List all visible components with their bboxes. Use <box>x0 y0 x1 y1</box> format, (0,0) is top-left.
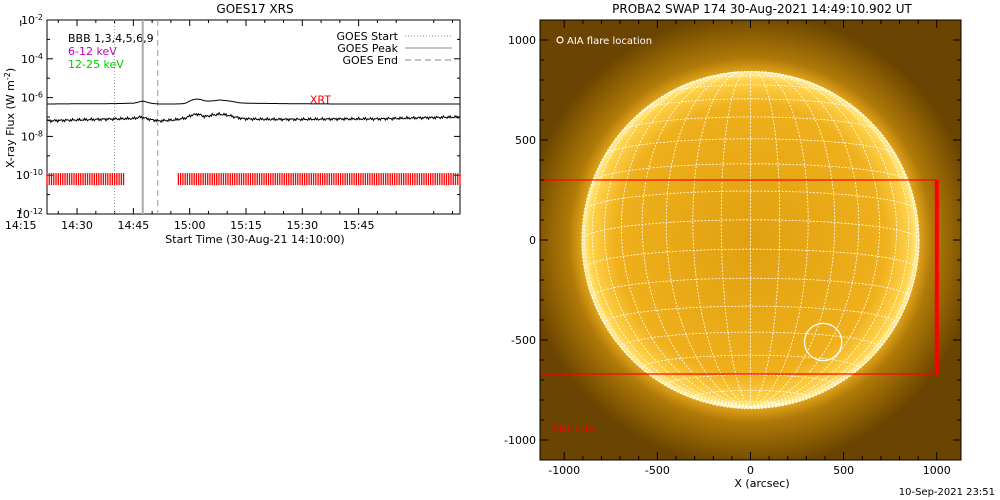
longitude-line <box>750 71 860 408</box>
latitude-line <box>584 190 917 211</box>
longitude-line <box>620 73 751 408</box>
goes-y-axis-label: X-ray Flux (W m-2) <box>3 68 17 168</box>
goes-y-tick-exponent: -12 <box>30 207 43 216</box>
longitude-line <box>750 71 836 408</box>
goes-y-tick-exponent: -6 <box>35 91 43 100</box>
longitude-line <box>750 71 809 408</box>
goes-y-axis-label-close: ) <box>4 68 17 72</box>
swap-y-tick-label: 0 <box>529 234 536 247</box>
swap-y-tick-labels: 1000 500 0 -500 -1000 <box>504 34 536 447</box>
longitude-line <box>665 71 751 408</box>
goes-y-tick-base: 10 <box>21 14 35 27</box>
goes-event-markers <box>114 20 159 214</box>
latitude-line <box>621 116 880 132</box>
longitude-line <box>584 102 751 408</box>
goes-flux-series-1 <box>47 98 460 105</box>
goes-y-tick-exponent: -4 <box>35 52 43 61</box>
latitude-line <box>696 75 805 81</box>
goes-y-tick-base: 10 <box>21 92 35 105</box>
xrt-fov-right-edge <box>934 180 939 374</box>
latitude-line <box>604 305 897 324</box>
latitude-line <box>581 219 920 241</box>
goes-y-tick-label: 10-2 <box>21 13 43 27</box>
goes-y-tick-label: 10-4 <box>21 52 43 66</box>
xrt-series-label: XRT <box>310 94 331 107</box>
longitude-line <box>692 71 751 408</box>
goes-y-tick-exponent: -10 <box>30 168 43 177</box>
swap-image-chart: PROBA2 SWAP 174 30-Aug-2021 14:49:10.902… <box>504 2 962 490</box>
goes-flux-series-2 <box>46 111 461 124</box>
goes-x-tick-label: 15:15 <box>230 219 262 232</box>
goes-legend-label: GOES End <box>342 54 398 67</box>
swap-x-tick-label: -500 <box>645 464 670 477</box>
goes-y-tick-base: 10 <box>16 169 30 182</box>
latitude-line <box>692 390 809 398</box>
flare-legend-symbol <box>556 36 564 44</box>
goes-x-tick-label: 15:30 <box>286 219 318 232</box>
goes-x-tick-label: 14:15 <box>5 219 37 232</box>
latitude-line <box>591 163 910 183</box>
heliographic-grid <box>581 70 920 410</box>
goes-y-tick-label: 10-8 <box>21 129 43 143</box>
goes-energy-label: 6-12 keV <box>68 45 117 58</box>
goes-chart-title: GOES17 XRS <box>216 2 293 16</box>
swap-y-tick-label: -1000 <box>504 434 536 447</box>
xrt-coverage-bars <box>46 173 461 186</box>
xrt-fov-label: XRT FOV <box>552 424 595 435</box>
solar-limb <box>581 70 920 410</box>
goes-y-tick-base: 10 <box>21 53 35 66</box>
goes-y-axis-label-sup: -2 <box>3 72 12 80</box>
goes-series-group <box>46 98 461 124</box>
longitude-line <box>591 80 751 408</box>
flare-legend-label: AIA flare location <box>567 36 652 47</box>
latitude-line <box>605 138 896 155</box>
longitude-line <box>750 80 910 408</box>
goes-y-tick-label: 10-6 <box>21 91 43 105</box>
goes-x-tick-label: 14:45 <box>118 219 150 232</box>
swap-y-tick-label: 1000 <box>508 34 536 47</box>
sun-disk <box>581 71 920 409</box>
swap-x-axis-label: X (arcsec) <box>734 477 789 490</box>
goes-y-tick-base: 10 <box>16 208 30 221</box>
swap-y-tick-label: 500 <box>515 134 536 147</box>
goes-x-axis-label: Start Time (30-Aug-21 14:10:00) <box>165 233 344 246</box>
swap-chart-title: PROBA2 SWAP 174 30-Aug-2021 14:49:10.902… <box>612 2 912 16</box>
swap-x-tick-label: -1000 <box>548 464 580 477</box>
longitude-line <box>750 71 781 408</box>
goes-y-tick-label: 10-10 <box>16 168 43 182</box>
goes-y-tick-label: 10-12 <box>16 207 43 221</box>
goes-y-tick-exponent: -2 <box>35 13 43 22</box>
latitude-line <box>643 98 858 111</box>
swap-x-tick-label: 0 <box>747 464 754 477</box>
longitude-line <box>750 73 881 408</box>
goes-y-tick-exponent: -8 <box>35 129 43 138</box>
footer-timestamp: 10-Sep-2021 23:51 <box>899 487 995 498</box>
goes-x-tick-label: 15:45 <box>343 219 375 232</box>
goes-x-tick-label: 15:00 <box>174 219 206 232</box>
swap-x-tick-label: 1000 <box>923 464 951 477</box>
goes-y-axis-label-main: X-ray Flux (W m <box>4 80 17 168</box>
goes-x-tick-label: 14:30 <box>61 219 93 232</box>
goes-legend-label: GOES Peak <box>337 42 398 55</box>
swap-x-tick-labels: -1000 -500 0 500 1000 <box>548 464 951 477</box>
goes-x-tick-labels: 14:15 14:30 14:45 15:00 15:15 15:30 15:45 <box>5 219 375 232</box>
latitude-line <box>665 374 836 386</box>
longitude-line <box>641 71 751 408</box>
swap-axis-ticks <box>540 20 961 460</box>
goes-legend-label: GOES Start <box>337 30 399 43</box>
longitude-line <box>750 102 917 408</box>
swap-x-tick-label: 500 <box>833 464 854 477</box>
longitude-line <box>720 71 751 408</box>
latitude-line <box>591 277 910 298</box>
swap-y-tick-label: -500 <box>511 334 536 347</box>
aia-flare-location-marker <box>803 322 843 362</box>
goes-y-tick-base: 10 <box>21 130 35 143</box>
goes-energy-label: 12-25 keV <box>68 58 124 71</box>
goes-energy-label: BBB 1,3,4,5,6,9 <box>68 32 154 45</box>
